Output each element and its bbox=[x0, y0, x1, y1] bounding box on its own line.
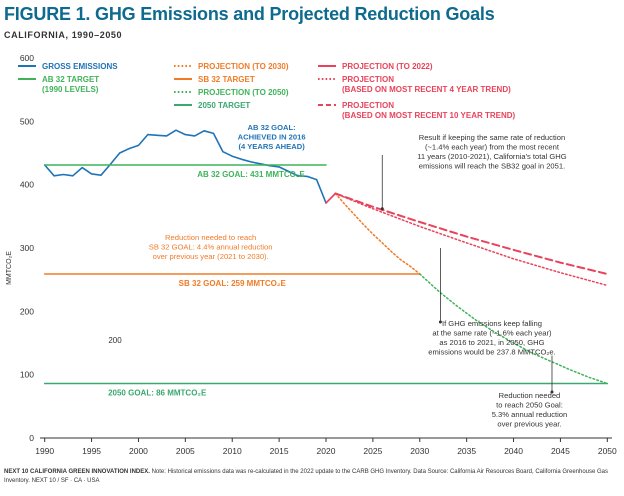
y-tick-label: 400 bbox=[20, 180, 34, 190]
x-tick-label: 2040 bbox=[504, 446, 523, 456]
annotation-line: over previous year (2021 to 2030). bbox=[153, 252, 269, 261]
x-tick-label: 1995 bbox=[82, 446, 101, 456]
legend-label: PROJECTION (BASED ON MOST RECENT 4 YEAR T… bbox=[342, 75, 511, 94]
legend-label: SB 32 TARGET bbox=[198, 75, 255, 84]
legend-label: 2050 TARGET bbox=[198, 101, 250, 110]
legend-label: PROJECTION (BASED ON MOST RECENT 10 YEAR … bbox=[342, 101, 516, 120]
annotation-line: as 2016 to 2021, in 2050, GHG bbox=[439, 338, 544, 347]
annotation-line: at the same rate (~1.6% each year) bbox=[432, 329, 552, 338]
annotation-line: 11 years (2010-2021), California's total… bbox=[417, 152, 567, 161]
target-label: 2050 GOAL: 86 MMTCO₂E bbox=[108, 389, 207, 398]
annotation-line: ACHIEVED IN 2016 bbox=[238, 133, 306, 142]
legend-label: AB 32 TARGET (1990 LEVELS) bbox=[42, 75, 99, 94]
y-tick-label: 300 bbox=[20, 243, 34, 253]
stray-label: 200 bbox=[108, 336, 122, 345]
chart-title: FIGURE 1. GHG Emissions and Projected Re… bbox=[4, 4, 495, 24]
x-tick-label: 2045 bbox=[551, 446, 570, 456]
series-line-0 bbox=[43, 129, 327, 204]
annotation-line: Reduction needed bbox=[499, 391, 561, 400]
annotation-line: over previous year. bbox=[497, 420, 561, 429]
series-line-4 bbox=[334, 192, 421, 275]
y-axis-label: MMTCO₂E bbox=[6, 251, 13, 285]
footnote: NEXT 10 CALIFORNIA GREEN INNOVATION INDE… bbox=[4, 468, 616, 486]
y-tick-label: 0 bbox=[29, 433, 34, 443]
legend-label: PROJECTION (TO 2030) bbox=[198, 62, 289, 71]
annotation-line: emissions will reach the SB32 goal in 20… bbox=[419, 162, 565, 171]
annotation-line: (~1.4% each year) from the most recent bbox=[425, 143, 560, 152]
x-tick-label: 2050 bbox=[598, 446, 617, 456]
series-line-7 bbox=[334, 192, 609, 287]
annotation-line: emissions would be 237.8 MMTCO₂e. bbox=[428, 348, 555, 357]
series-line-6 bbox=[325, 192, 337, 204]
annotation-leader-dot bbox=[438, 320, 442, 324]
footnote-credit: NEXT 10 / SF · CA · USA bbox=[31, 478, 100, 484]
annotation-line: (4 YEARS AHEAD) bbox=[238, 142, 305, 151]
x-tick-label: 2025 bbox=[363, 446, 382, 456]
x-tick-label: 2005 bbox=[176, 446, 195, 456]
footnote-text: Note: Historical emissions data was re-c… bbox=[4, 469, 609, 484]
series-line-8 bbox=[334, 192, 609, 275]
y-tick-label: 500 bbox=[20, 116, 34, 126]
annotation-line: to reach 2050 Goal: bbox=[496, 401, 563, 410]
target-label: SB 32 GOAL: 259 MMTCO₂E bbox=[179, 279, 287, 288]
y-tick-label: 100 bbox=[20, 370, 34, 380]
annotation-leader-dot bbox=[380, 207, 384, 211]
annotation-line: AB 32 GOAL: bbox=[248, 123, 296, 132]
annotation-line: Result if keeping the same rate of reduc… bbox=[419, 133, 565, 142]
x-tick-label: 2035 bbox=[457, 446, 476, 456]
x-tick-label: 1990 bbox=[35, 446, 54, 456]
series-line-5 bbox=[419, 273, 609, 385]
annotation-leader-dot bbox=[550, 390, 554, 394]
chart-subtitle: CALIFORNIA, 1990–2050 bbox=[4, 30, 123, 40]
annotation-line: If GHG emissions keep falling bbox=[442, 319, 542, 328]
annotation-line: 5.3% annual reduction bbox=[492, 410, 568, 419]
y-tick-label: 200 bbox=[20, 306, 34, 316]
annotation-line: Reduction needed to reach bbox=[165, 233, 256, 242]
footnote-org: NEXT 10 CALIFORNIA GREEN INNOVATION INDE… bbox=[4, 469, 150, 475]
annotation-line: SB 32 GOAL: 4.4% annual reduction bbox=[149, 243, 273, 252]
x-tick-label: 2000 bbox=[129, 446, 148, 456]
legend-label: GROSS EMISSIONS bbox=[42, 62, 118, 71]
target-label: AB 32 GOAL: 431 MMTCO₂E bbox=[197, 170, 305, 179]
x-tick-label: 2030 bbox=[410, 446, 429, 456]
y-tick-label: 600 bbox=[20, 53, 34, 63]
x-tick-label: 2020 bbox=[317, 446, 336, 456]
legend-label: PROJECTION (TO 2022) bbox=[342, 62, 433, 71]
legend-label: PROJECTION (TO 2050) bbox=[198, 88, 289, 97]
x-tick-label: 2015 bbox=[270, 446, 289, 456]
x-tick-label: 2010 bbox=[223, 446, 242, 456]
